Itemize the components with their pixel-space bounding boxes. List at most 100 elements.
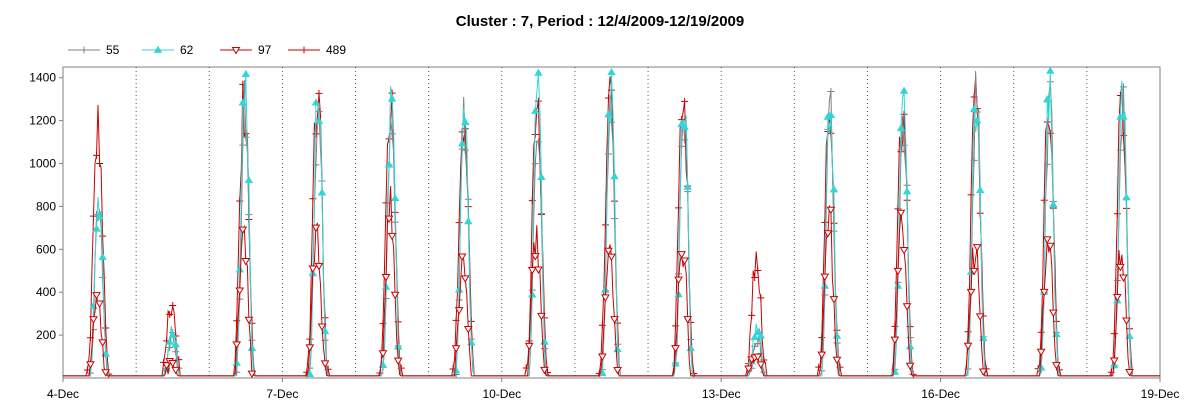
data-point (1048, 309, 1058, 318)
data-point (98, 252, 107, 260)
y-axis: 200 400 600 800 1000 1200 1400 (29, 71, 63, 342)
data-point (101, 369, 111, 377)
data-point (311, 98, 321, 106)
data-point (244, 316, 254, 325)
data-point (1112, 294, 1122, 302)
data-point (976, 185, 985, 194)
data-point (239, 141, 247, 149)
data-point (93, 151, 101, 159)
data-point (905, 362, 915, 371)
data-point (320, 360, 330, 368)
data-point (832, 331, 842, 339)
x-tick-label: 16-Dec (921, 387, 960, 401)
data-point (756, 331, 766, 339)
data-point (963, 342, 973, 351)
data-point (611, 215, 619, 223)
data-point (902, 187, 912, 195)
data-point (102, 324, 110, 332)
data-point (970, 156, 978, 164)
plot-frame (62, 66, 1161, 379)
data-point (232, 358, 241, 366)
data-point (751, 273, 759, 281)
data-point (969, 267, 979, 276)
series-layer (63, 66, 1160, 379)
data-point (99, 232, 107, 240)
x-tick-label: 13-Dec (702, 387, 741, 401)
data-point (463, 325, 473, 334)
data-point (527, 266, 537, 275)
data-point (1109, 357, 1119, 366)
data-point (305, 369, 315, 377)
data-point (972, 116, 982, 124)
data-point (169, 302, 177, 310)
data-point (247, 370, 257, 379)
data-point (680, 122, 689, 130)
data-point (671, 359, 680, 367)
data-point (893, 267, 903, 276)
legend: 55 62 97 489 (68, 43, 346, 57)
data-point (244, 175, 254, 184)
data-point (384, 160, 394, 168)
data-point (315, 89, 323, 97)
data-point (905, 342, 915, 350)
data-point (607, 67, 616, 76)
data-point (899, 86, 909, 94)
data-point (608, 118, 615, 126)
data-point (975, 313, 985, 321)
data-point (457, 253, 467, 261)
data-point (610, 316, 619, 324)
data-point (978, 368, 988, 376)
data-point (241, 258, 251, 266)
data-point (101, 349, 110, 357)
data-point (528, 290, 537, 298)
data-point (613, 344, 622, 353)
series-line-97 (63, 185, 1160, 377)
data-point (815, 363, 823, 371)
data-point (601, 294, 610, 302)
y-tick-label: 800 (36, 199, 56, 213)
data-point (457, 139, 467, 147)
data-point (98, 339, 107, 347)
data-point (754, 267, 762, 275)
data-point (86, 361, 95, 369)
data-point (829, 296, 839, 304)
data-point (317, 323, 327, 332)
data-point (671, 345, 680, 353)
data-point (1119, 112, 1128, 120)
data-point (1122, 317, 1131, 326)
data-point (96, 159, 104, 167)
data-point (162, 362, 171, 370)
legend-label: 62 (180, 43, 194, 57)
data-point (964, 328, 972, 336)
data-point (1046, 66, 1055, 74)
data-point (89, 316, 98, 324)
data-point (317, 188, 327, 196)
data-point (1045, 242, 1055, 251)
data-point (610, 172, 619, 180)
data-point (1039, 288, 1049, 297)
data-point (1110, 330, 1118, 338)
data-point (312, 161, 320, 169)
data-point (92, 292, 101, 300)
data-point (1036, 348, 1046, 357)
x-tick-label: 4-Dec (47, 387, 79, 401)
data-point (753, 353, 763, 362)
data-point (597, 353, 607, 361)
data-point (300, 46, 308, 54)
data-point (241, 69, 251, 78)
data-point (1043, 95, 1052, 103)
data-point (92, 224, 101, 232)
data-point (823, 230, 833, 238)
data-point (168, 330, 177, 338)
y-tick-label: 1200 (29, 114, 56, 128)
data-point (817, 351, 827, 360)
data-point (972, 244, 982, 252)
data-point (900, 141, 908, 149)
x-axis: 4-Dec 7-Dec 10-Dec 13-Dec 16-Dec 19-Dec (47, 378, 1179, 401)
x-tick-label: 19-Dec (1141, 387, 1180, 401)
data-point (315, 107, 323, 115)
data-point (754, 340, 762, 348)
data-point (384, 215, 394, 224)
data-point (165, 337, 174, 345)
data-point (320, 326, 330, 335)
